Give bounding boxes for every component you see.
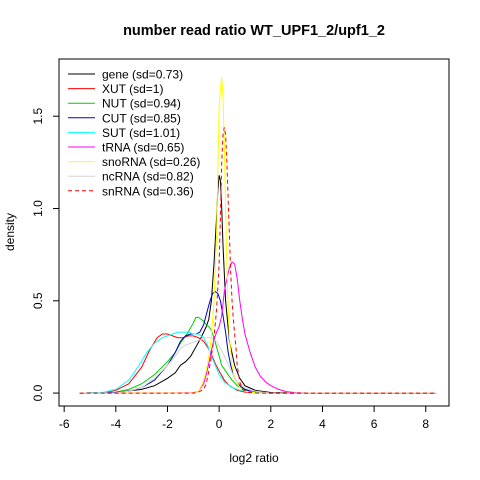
y-tick-label: 0.0 — [31, 384, 45, 401]
series-line-0 — [79, 175, 437, 394]
legend-label: CUT (sd=0.85) — [102, 111, 181, 125]
y-tick-label: 1.0 — [31, 200, 45, 217]
x-tick-label: 6 — [371, 417, 378, 431]
legend: gene (sd=0.73)XUT (sd=1)NUT (sd=0.94)CUT… — [68, 68, 200, 198]
chart-title: number read ratio WT_UPF1_2/upf1_2 — [123, 23, 385, 39]
legend-label: snRNA (sd=0.36) — [102, 184, 194, 198]
series-layer — [79, 77, 437, 394]
y-tick-label: 1.5 — [31, 108, 45, 125]
legend-label: snoRNA (sd=0.26) — [102, 155, 200, 169]
series-line-8 — [79, 127, 437, 394]
x-axis-label: log2 ratio — [229, 451, 279, 465]
x-tick-label: -4 — [110, 417, 121, 431]
series-line-2 — [79, 316, 437, 394]
y-axis-label: density — [3, 213, 17, 251]
x-axis: -6 -4 -2 0 2 4 6 8 — [59, 405, 429, 431]
x-tick-label: -2 — [162, 417, 173, 431]
y-tick-label: 0.5 — [31, 292, 45, 309]
legend-label: gene (sd=0.73) — [102, 68, 183, 82]
x-tick-label: 8 — [422, 417, 429, 431]
legend-label: NUT (sd=0.94) — [102, 97, 181, 111]
legend-label: tRNA (sd=0.65) — [102, 141, 184, 155]
legend-label: ncRNA (sd=0.82) — [102, 170, 194, 184]
y-axis: 0.0 0.5 1.0 1.5 — [31, 108, 60, 401]
x-tick-label: -6 — [59, 417, 70, 431]
series-line-4 — [79, 331, 437, 394]
series-line-7 — [79, 337, 437, 394]
legend-label: SUT (sd=1.01) — [102, 126, 180, 140]
x-tick-label: 0 — [216, 417, 223, 431]
x-tick-label: 2 — [267, 417, 274, 431]
legend-label: XUT (sd=1) — [102, 82, 163, 96]
series-line-1 — [79, 333, 437, 394]
x-tick-label: 4 — [319, 417, 326, 431]
series-line-5 — [79, 261, 437, 394]
